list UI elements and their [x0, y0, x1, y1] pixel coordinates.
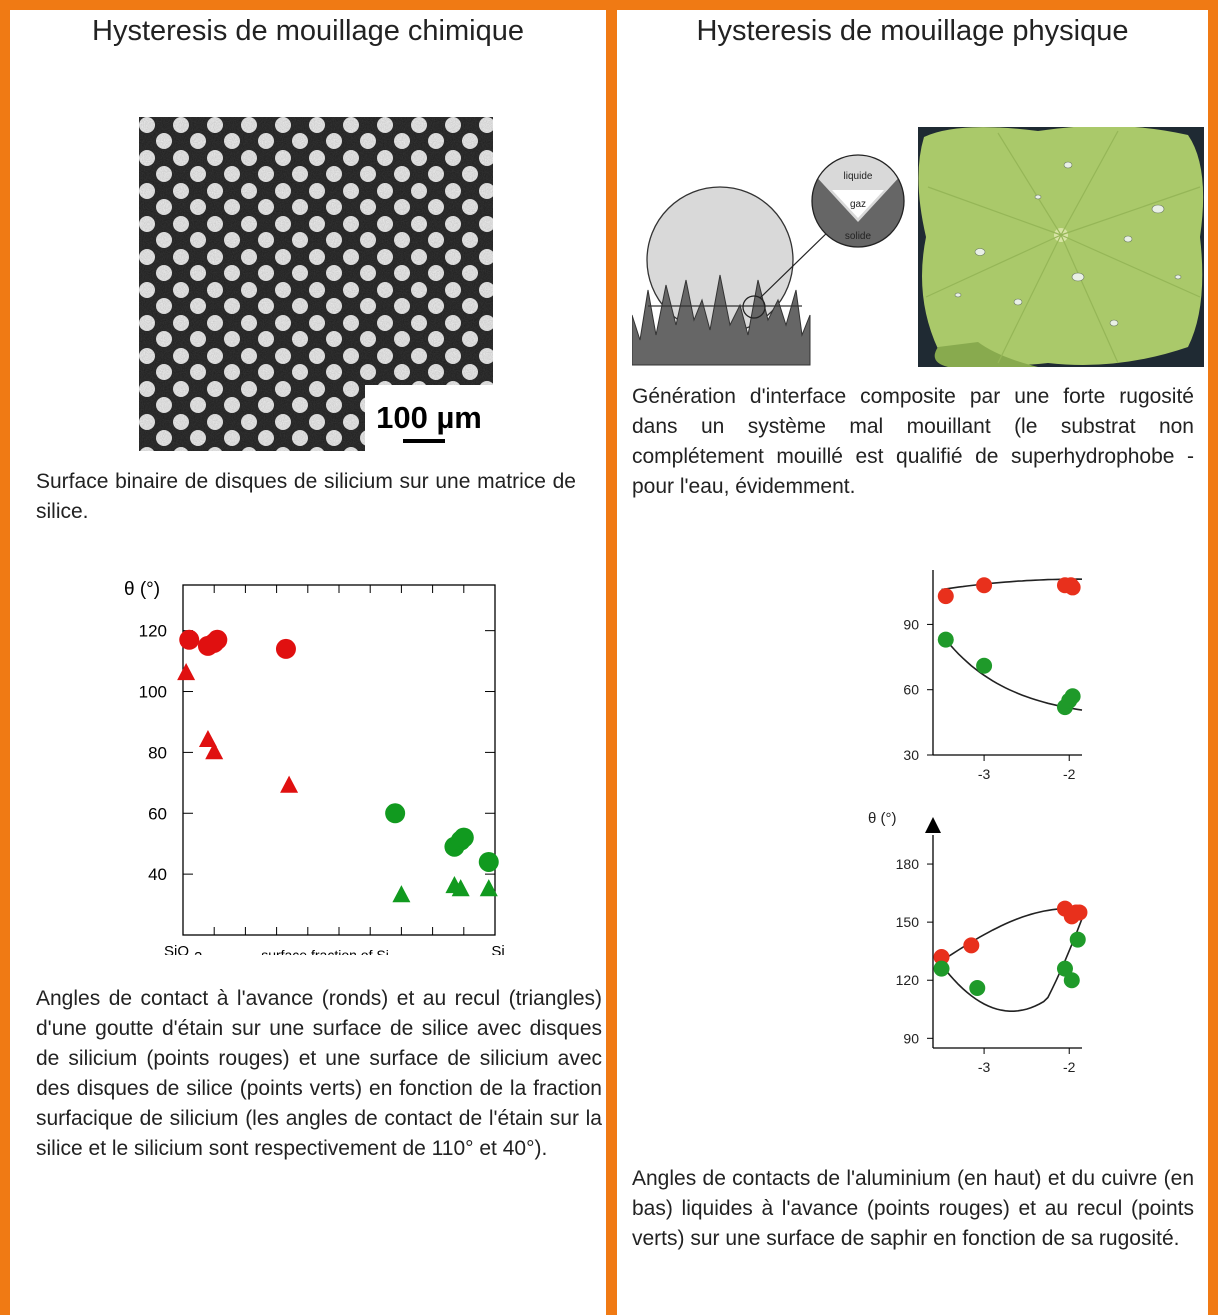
lotus-leaf-photo: [918, 127, 1204, 367]
circle-point: [976, 657, 993, 674]
y-tick-label: 30: [903, 747, 919, 763]
y-tick-label: 80: [148, 743, 167, 762]
circle-point: [1071, 904, 1088, 921]
circle-point: [1056, 960, 1073, 977]
rough-surface-schematic: liquide gaz solide: [632, 154, 905, 366]
y-axis-label: θ (°): [124, 579, 160, 600]
triangle-point: [205, 742, 224, 760]
y-axis-label: θ (°): [868, 810, 897, 827]
circle-point: [1063, 972, 1080, 989]
triangle-point: [451, 879, 470, 897]
chart-al-cu-contact-angles: 30 60 90 -3 -2 90 120 150 180 -3 -2 θ (°): [868, 570, 1088, 1075]
frame-center-divider: [606, 0, 617, 1315]
triangle-point: [177, 663, 196, 681]
triangle-point: [198, 729, 217, 748]
y-tick-label: 90: [903, 616, 919, 632]
circle-point: [1069, 931, 1086, 948]
circle-point: [385, 803, 406, 824]
y-axis-arrow: [925, 817, 941, 833]
circle-point: [969, 979, 986, 996]
label-solid: solide: [845, 231, 872, 242]
y-tick-label: 60: [148, 804, 167, 823]
triangle-point: [479, 879, 498, 897]
circle-point: [976, 577, 993, 594]
y-tick-label: 60: [903, 682, 919, 698]
silicon-disk-micrograph: 100 µm: [139, 117, 493, 451]
circle-point: [1064, 579, 1081, 596]
x-right-label: Si: [491, 943, 504, 955]
x-tick-label: -3: [978, 766, 991, 782]
micrograph-scale-label: 100 µm: [376, 400, 482, 435]
zoom-inset: liquide gaz solide: [811, 154, 905, 248]
right-caption-top: Génération d'interface composite par une…: [632, 385, 1194, 498]
x-left-subscript: 2: [194, 949, 202, 955]
x-tick-label: -2: [1063, 766, 1076, 782]
circle-point: [453, 827, 474, 848]
y-tick-label: 180: [896, 856, 920, 872]
fit-curve: [940, 918, 1083, 1012]
circle-point: [179, 629, 200, 650]
circle-point: [963, 937, 980, 954]
circle-point: [1064, 688, 1081, 705]
circle-point: [275, 638, 296, 659]
circle-point: [478, 851, 499, 872]
y-tick-label: 100: [139, 683, 167, 702]
circle-point: [937, 588, 954, 605]
circle-point: [933, 960, 950, 977]
circle-point: [937, 631, 954, 648]
micrograph-scale-bar: [403, 439, 445, 443]
x-tick-label: -2: [1063, 1059, 1076, 1075]
frame-left-border: [0, 0, 10, 1315]
fit-curve: [941, 907, 1082, 962]
y-tick-label: 40: [148, 865, 167, 884]
label-gas: gaz: [850, 199, 866, 210]
left-panel-title: Hysteresis de mouillage chimique: [92, 15, 524, 47]
y-tick-label: 120: [896, 972, 920, 988]
fit-curve: [941, 578, 1083, 591]
triangle-point: [280, 775, 299, 793]
circle-point: [933, 948, 950, 965]
y-tick-label: 120: [139, 622, 167, 641]
x-left-label: SiO: [164, 943, 189, 955]
chart-tin-contact-angles: 40 60 80 100 120 θ (°) SiO 2 surface fraction of…: [124, 579, 505, 955]
frame-right-border: [1208, 0, 1218, 1315]
left-caption-bottom: Angles de contact à l'avance (ronds) et …: [36, 987, 602, 1160]
circle-point: [207, 629, 228, 650]
rough-substrate: [632, 274, 811, 366]
x-tick-label: -3: [978, 1059, 991, 1075]
x-axis-label: surface fraction of Si: [261, 947, 389, 955]
plot-frame: [182, 584, 496, 936]
triangle-point: [392, 885, 411, 903]
label-liquid: liquide: [844, 171, 873, 182]
y-tick-label: 150: [896, 914, 920, 930]
right-panel-title: Hysteresis de mouillage physique: [696, 15, 1129, 47]
left-caption-top: Surface binaire de disques de silicium s…: [36, 470, 576, 523]
right-caption-bottom: Angles de contacts de l'aluminium (en ha…: [632, 1167, 1194, 1250]
y-tick-label: 90: [903, 1030, 919, 1046]
